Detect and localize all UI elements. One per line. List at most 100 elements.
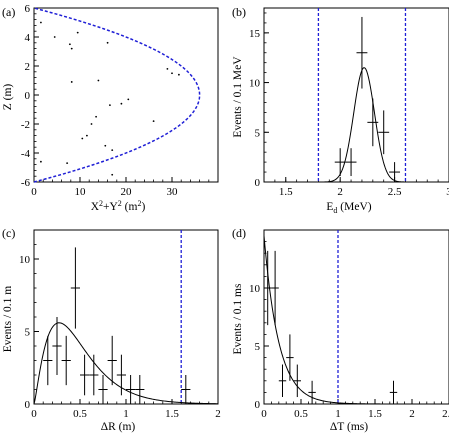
y-tick-label-a-4: 2 — [25, 61, 31, 73]
x-tick-label-c-2: 1 — [123, 408, 129, 420]
panel-c-xlabel: ΔR (m) — [101, 421, 136, 433]
x-tick-label-a-2: 20 — [121, 186, 133, 198]
event-point-18 — [104, 144, 107, 147]
y-tick-label-b-0: 0 — [255, 177, 261, 189]
event-point-21 — [40, 160, 42, 163]
event-point-4 — [76, 31, 79, 34]
panel-d-plot: 0 0.5 1 1.5 2 2.5 0 5 10 — [249, 229, 449, 420]
y-tick-label-d-1: 5 — [255, 341, 261, 353]
y-tick-label-c-0: 0 — [25, 399, 31, 411]
x-tick-label-b-3: 3 — [446, 186, 449, 198]
data-point-d-4 — [293, 364, 301, 398]
event-point-6 — [166, 68, 169, 70]
x-tick-label-c-3: 1.5 — [165, 408, 179, 420]
event-point-10 — [97, 79, 100, 82]
panel-c-plot: 0 0.5 1 1.5 2 0 5 10 — [19, 229, 221, 420]
y-tick-label-a-1: -4 — [21, 148, 31, 160]
x-tick-label-a-1: 10 — [75, 186, 87, 198]
event-point-0 — [40, 21, 42, 24]
plot-frame-b — [263, 7, 449, 183]
fit-curve-d — [263, 235, 449, 405]
fit-curve-b — [264, 67, 449, 183]
event-point-16 — [152, 120, 155, 122]
fiducial-boundary — [33, 7, 201, 183]
data-point-b-5 — [389, 162, 401, 182]
data-point-c-7 — [107, 335, 117, 386]
y-tick-label-a-5: 4 — [25, 32, 31, 44]
x-tick-label-d-2: 1 — [335, 408, 341, 420]
fit-curve-c — [33, 322, 219, 405]
event-point-8 — [178, 73, 180, 76]
panel-d: (d) 0 0.5 1 1.5 2 2.5 0 5 10 Events / 0.1 ms ΔT … — [232, 226, 449, 433]
panel-c-ylabel: Events / 0.1 m — [2, 286, 14, 352]
data-point-c-5 — [89, 354, 99, 396]
y-tick-label-a-3: 0 — [25, 90, 31, 102]
event-point-14 — [109, 104, 111, 107]
panel-c-tag: (c) — [2, 226, 15, 240]
x-tick-label-a-0: 0 — [31, 186, 37, 198]
data-point-d-6 — [389, 380, 398, 404]
y-tick-label-b-2: 10 — [249, 78, 261, 90]
x-tick-label-b-2: 2.5 — [388, 186, 402, 198]
event-point-17 — [86, 134, 88, 137]
x-tick-label-d-4: 2 — [409, 408, 415, 420]
y-tick-label-c-2: 10 — [19, 254, 31, 266]
y-tick-label-b-1: 5 — [255, 127, 261, 139]
x-tick-label-d-0: 0 — [261, 408, 267, 420]
panel-a-ylabel: Z (m) — [2, 84, 14, 111]
data-point-b-4 — [378, 110, 390, 155]
event-point-7 — [171, 72, 173, 75]
x-tick-label-d-1: 0.5 — [294, 408, 308, 420]
panel-b-ylabel: Events / 0.1 MeV — [232, 56, 244, 138]
event-point-1 — [53, 36, 56, 38]
panel-d-tag: (d) — [232, 226, 246, 240]
panel-a: (a) 0 10 20 30 -6 -4 -2 0 2 4 6 Z (m) X2+Y2 (m2) — [2, 3, 219, 213]
panel-d-xlabel: ΔT (ms) — [330, 421, 368, 433]
event-point-15 — [90, 123, 93, 125]
data-point-b-0 — [334, 148, 346, 177]
data-point-b-1 — [345, 148, 357, 177]
data-point-c-0 — [43, 335, 53, 386]
panel-d-ylabel: Events / 0.1 ms — [232, 283, 244, 354]
panel-b-plot: 1.5 2 2.5 3 0 5 10 15 — [249, 7, 449, 198]
panel-a-plot: 0 10 20 30 -6 -4 -2 0 2 4 6 — [21, 3, 219, 198]
y-tick-label-c-1: 5 — [25, 327, 31, 339]
data-point-d-2 — [278, 364, 287, 398]
panel-a-tag: (a) — [2, 5, 15, 19]
y-tick-label-a-6: 6 — [25, 3, 31, 15]
x-tick-label-d-5: 2.5 — [442, 408, 449, 420]
x-tick-label-c-0: 0 — [31, 408, 37, 420]
event-point-23 — [111, 173, 114, 176]
event-point-2 — [68, 43, 71, 46]
event-point-9 — [70, 47, 73, 50]
panel-b: (b) 1.5 2 2.5 3 0 5 10 15 Events / 0.1 MeV Ed (… — [232, 5, 449, 215]
data-point-b-3 — [367, 98, 379, 147]
event-point-22 — [66, 162, 69, 165]
event-point-5 — [106, 41, 109, 44]
plot-frame-a — [33, 7, 219, 183]
x-tick-label-c-4: 2 — [215, 408, 221, 420]
event-point-13 — [120, 102, 123, 105]
x-tick-label-a-3: 30 — [167, 186, 179, 198]
x-tick-label-b-0: 1.5 — [279, 186, 293, 198]
data-point-c-9 — [126, 375, 136, 404]
panel-b-xlabel: Ed (MeV) — [326, 201, 371, 215]
data-point-c-8 — [116, 354, 126, 396]
data-point-d-5 — [308, 380, 316, 404]
y-tick-label-b-3: 15 — [249, 28, 261, 40]
y-tick-label-a-2: -2 — [21, 119, 30, 131]
data-point-c-11 — [181, 375, 191, 404]
event-point-20 — [111, 149, 114, 152]
x-tick-label-d-3: 1.5 — [368, 408, 382, 420]
data-point-b-2 — [356, 16, 368, 89]
event-point-3 — [70, 81, 73, 83]
data-point-c-1 — [52, 317, 62, 375]
event-point-12 — [95, 115, 97, 118]
data-point-d-3 — [286, 334, 294, 381]
data-point-c-10 — [135, 375, 145, 404]
y-tick-label-d-0: 0 — [255, 399, 261, 411]
panel-a-xlabel: X2+Y2 (m2) — [91, 199, 146, 213]
event-point-19 — [81, 137, 84, 140]
panel-b-tag: (b) — [232, 5, 246, 19]
